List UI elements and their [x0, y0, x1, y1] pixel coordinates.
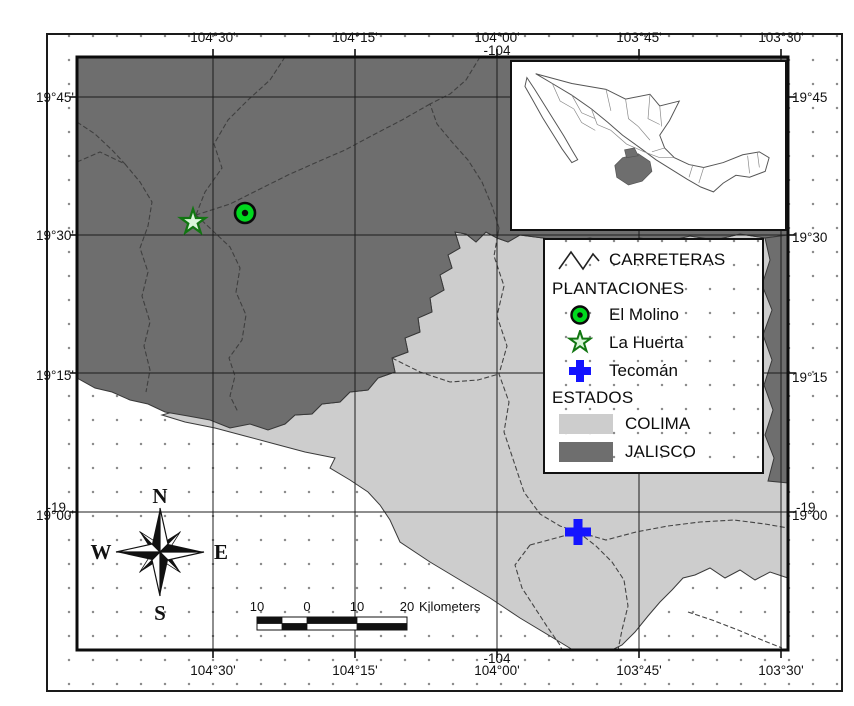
tecoman-cross-icon: [551, 359, 609, 383]
axis-label-right: 19°15: [792, 370, 828, 385]
legend-state-colima: COLIMA: [551, 410, 756, 438]
axis-label-top: 104°15': [332, 30, 378, 45]
road: [429, 56, 500, 241]
road: [195, 214, 247, 413]
el-molino-circle-icon: [551, 303, 609, 327]
legend-state-label: JALISCO: [625, 442, 696, 461]
axis-label-left-decimal: -19: [46, 500, 66, 515]
scale-label-0: 0: [303, 599, 310, 614]
axis-label-right: 19°00: [792, 508, 828, 523]
scale-label-20: 20: [400, 599, 414, 614]
axis-label-right: 19°30: [792, 230, 828, 245]
road: [195, 56, 286, 216]
legend-roads-label: CARRETERAS: [609, 250, 726, 269]
road: [391, 357, 500, 383]
road: [577, 531, 629, 651]
axis-label-bottom: 104°15': [332, 663, 378, 678]
axis-label-left: 19°15': [35, 368, 74, 383]
road: [76, 121, 126, 165]
marker-la-huerta: [177, 205, 209, 236]
axis-label-left: 19°00': [35, 508, 74, 523]
road: [195, 103, 431, 216]
compass-south-label: S: [154, 601, 166, 625]
legend-state-jalisco: JALISCO: [551, 438, 756, 466]
legend-item-tecoman: Tecomán: [551, 357, 756, 385]
compass-west-label: W: [91, 540, 112, 564]
colima-swatch: [559, 414, 613, 434]
mexico-mainland-outline: [535, 73, 770, 193]
axis-label-right-decimal: -19: [796, 500, 816, 515]
legend-item-label: El Molino: [609, 305, 679, 324]
mexico-inset-map: [510, 60, 787, 231]
scale-bar: 10 0 10 20 Kilometers: [250, 599, 481, 631]
road: [687, 611, 783, 649]
marker-tecoman: [565, 519, 591, 545]
axis-label-top: 104°00': [474, 30, 520, 45]
legend-roads-row: CARRETERAS: [551, 244, 756, 276]
scale-unit-label: Kilometers: [419, 599, 481, 614]
axis-label-top: 103°30': [758, 30, 804, 45]
axis-label-bottom: 103°45': [616, 663, 662, 678]
axis-label-right: 19°45: [792, 90, 828, 105]
axis-label-bottom-decimal: -104: [483, 651, 511, 666]
legend-state-label: COLIMA: [625, 414, 691, 433]
baja-peninsula-outline: [524, 76, 579, 164]
legend: CARRETERAS PLANTACIONES El Molino La Hue…: [543, 238, 764, 474]
jalisco-highlight: [614, 153, 653, 186]
legend-item-label: La Huerta: [609, 333, 684, 352]
axis-label-bottom: 104°00': [474, 663, 520, 678]
axis-label-top: 104°30': [190, 30, 236, 45]
axis-label-bottom: 103°30': [758, 663, 804, 678]
compass-east-label: E: [214, 540, 228, 564]
legend-plantations-heading: PLANTACIONES: [552, 279, 685, 298]
jalisco-highlight-small: [624, 147, 639, 159]
axis-label-top-decimal: -104: [483, 43, 511, 58]
mexico-state-borders: [551, 83, 760, 184]
road: [493, 227, 579, 533]
roads-zigzag-icon: [551, 247, 609, 273]
axis-label-top: 103°45': [616, 30, 662, 45]
axis-label-left: 19°30': [35, 228, 74, 243]
axis-label-bottom: 104°30': [190, 663, 236, 678]
compass-north-label: N: [152, 484, 167, 508]
map-frame: [75, 55, 790, 652]
legend-item-la-huerta: La Huerta: [551, 329, 756, 357]
jalisco-swatch: [559, 442, 613, 462]
legend-states-heading: ESTADOS: [552, 388, 634, 407]
axis-label-left: 19°45': [35, 90, 74, 105]
legend-item-el-molino: El Molino: [551, 301, 756, 329]
scale-label-10-right: 10: [350, 599, 364, 614]
scale-label-10-left: 10: [250, 599, 264, 614]
marker-el-molino: [233, 201, 257, 225]
road: [514, 544, 563, 651]
mexico-inset-canvas: [524, 73, 770, 193]
compass-rose: [115, 507, 205, 597]
la-huerta-star-icon: [551, 330, 609, 356]
legend-item-label: Tecomán: [609, 361, 678, 380]
